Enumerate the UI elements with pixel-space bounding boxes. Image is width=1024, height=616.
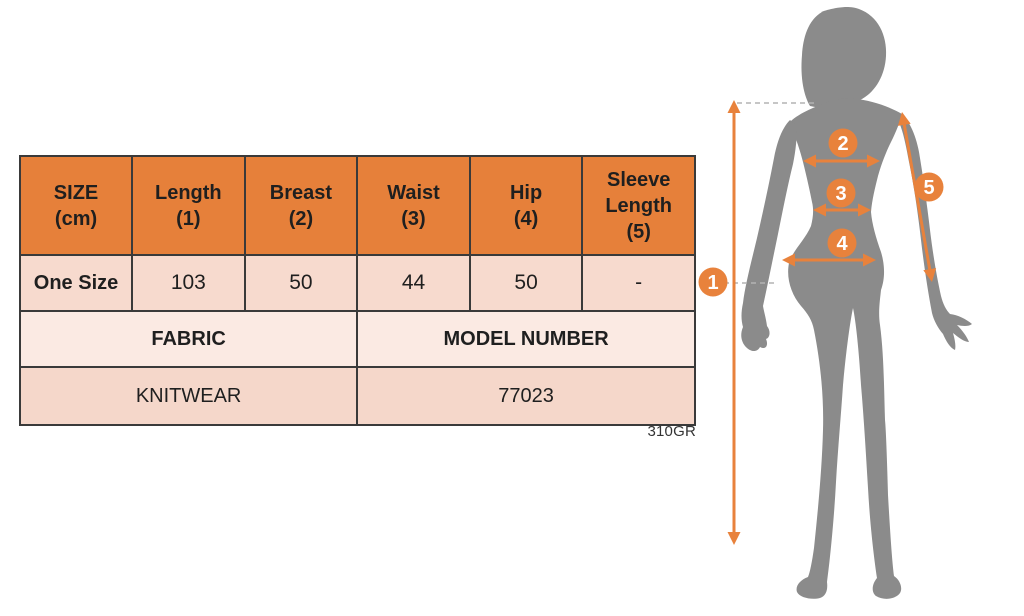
header-line: Breast bbox=[269, 181, 333, 204]
header-line: (2) bbox=[288, 207, 314, 230]
model-number-label-cell: MODEL NUMBER bbox=[356, 310, 696, 368]
head-shape bbox=[801, 7, 887, 108]
right-arm-shape bbox=[898, 114, 972, 350]
fabric-value-cell: KNITWEAR bbox=[18, 366, 359, 426]
header-line: Length bbox=[605, 194, 672, 217]
measurement-arrows bbox=[727, 100, 937, 545]
col-header-sleeve-length: Sleeve Length (5) bbox=[581, 155, 696, 256]
header-line: Waist bbox=[387, 181, 440, 204]
header-line: Hip bbox=[509, 181, 543, 204]
header-line: (cm) bbox=[54, 207, 98, 230]
body-shape bbox=[788, 98, 902, 599]
left-arm-shape bbox=[741, 120, 797, 352]
measurement-diagram: 1 2 3 4 5 bbox=[698, 7, 972, 599]
marker-4-circle bbox=[827, 228, 857, 258]
col-header-waist: Waist (3) bbox=[356, 155, 471, 256]
measurement-markers: 1 2 3 4 5 bbox=[698, 128, 944, 297]
header-line: (1) bbox=[176, 207, 201, 230]
waist-width-arrow bbox=[813, 203, 871, 217]
breast-value-cell: 50 bbox=[243, 254, 359, 312]
breast-width-arrow bbox=[803, 154, 880, 168]
header-line: SIZE bbox=[53, 181, 99, 204]
header-line: (3) bbox=[401, 207, 426, 230]
marker-2-label: 2 bbox=[837, 133, 848, 155]
header-line: (5) bbox=[626, 220, 651, 243]
hip-width-arrow bbox=[782, 253, 876, 267]
waist-value-cell: 44 bbox=[356, 254, 471, 312]
sleeve-value-cell: - bbox=[581, 254, 696, 312]
total-length-arrow bbox=[727, 100, 741, 545]
size-table: SIZE (cm) Length (1) Breast (2) Waist (3… bbox=[18, 155, 696, 426]
marker-3-circle bbox=[826, 178, 856, 208]
col-header-hip: Hip (4) bbox=[468, 155, 584, 256]
marker-3-label: 3 bbox=[835, 183, 846, 205]
col-header-breast: Breast (2) bbox=[243, 155, 359, 256]
marker-1-label: 1 bbox=[707, 272, 718, 294]
header-line: Length bbox=[155, 181, 222, 204]
marker-5-label: 5 bbox=[923, 177, 934, 199]
values-bottom-row: KNITWEAR 77023 bbox=[18, 366, 696, 426]
size-name-cell: One Size bbox=[18, 254, 134, 312]
labels-row: FABRIC MODEL NUMBER bbox=[18, 310, 696, 368]
weight-note: 310GR bbox=[647, 423, 696, 440]
header-line: (4) bbox=[513, 207, 539, 230]
woman-silhouette bbox=[741, 7, 972, 599]
length-value-cell: 103 bbox=[131, 254, 246, 312]
model-number-value-cell: 77023 bbox=[356, 366, 696, 426]
marker-1-circle bbox=[698, 267, 728, 297]
col-header-size: SIZE (cm) bbox=[18, 155, 134, 256]
sleeve-length-arrow bbox=[897, 112, 937, 282]
marker-4-label: 4 bbox=[836, 233, 848, 255]
col-header-length: Length (1) bbox=[131, 155, 246, 256]
header-line: Sleeve bbox=[606, 168, 671, 191]
measurements-row: One Size 103 50 44 50 - bbox=[18, 254, 696, 312]
hip-value-cell: 50 bbox=[468, 254, 584, 312]
fabric-label-cell: FABRIC bbox=[18, 310, 359, 368]
table-header-row: SIZE (cm) Length (1) Breast (2) Waist (3… bbox=[18, 155, 696, 256]
marker-2-circle bbox=[828, 128, 858, 158]
marker-5-circle bbox=[914, 172, 944, 202]
